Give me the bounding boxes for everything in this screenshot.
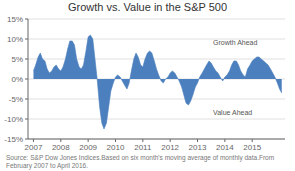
svg-text:2012: 2012 bbox=[161, 143, 179, 152]
svg-text:2008: 2008 bbox=[52, 143, 70, 152]
html-text:Source: S&P Dow Jones Indices.: Source: S&P Dow Jones Indices.Based on s… bbox=[6, 154, 275, 169]
html-text:Growth vs. Value in the S&P 50: Growth vs. Value in the S&P 500 bbox=[67, 1, 228, 13]
svg-text:2014: 2014 bbox=[216, 143, 234, 152]
svg-text:15%: 15% bbox=[8, 15, 23, 24]
svg-text:5%: 5% bbox=[11, 55, 23, 64]
svg-text:-10%: -10% bbox=[8, 115, 23, 124]
svg-text:10%: 10% bbox=[8, 35, 23, 44]
svg-text:-5%: -5% bbox=[9, 95, 23, 104]
svg-text:0%: 0% bbox=[11, 75, 23, 84]
svg-text:-15%: -15% bbox=[8, 135, 23, 144]
svg-text:2013: 2013 bbox=[189, 143, 207, 152]
html-text:Growth Ahead: Growth Ahead bbox=[213, 39, 258, 46]
svg-text:2009: 2009 bbox=[79, 143, 97, 152]
svg-text:2010: 2010 bbox=[107, 143, 125, 152]
html-text:Value Ahead: Value Ahead bbox=[213, 108, 253, 116]
svg-text:2011: 2011 bbox=[134, 143, 152, 152]
svg-text:2007: 2007 bbox=[25, 143, 43, 152]
svg-text:2015: 2015 bbox=[243, 143, 261, 152]
